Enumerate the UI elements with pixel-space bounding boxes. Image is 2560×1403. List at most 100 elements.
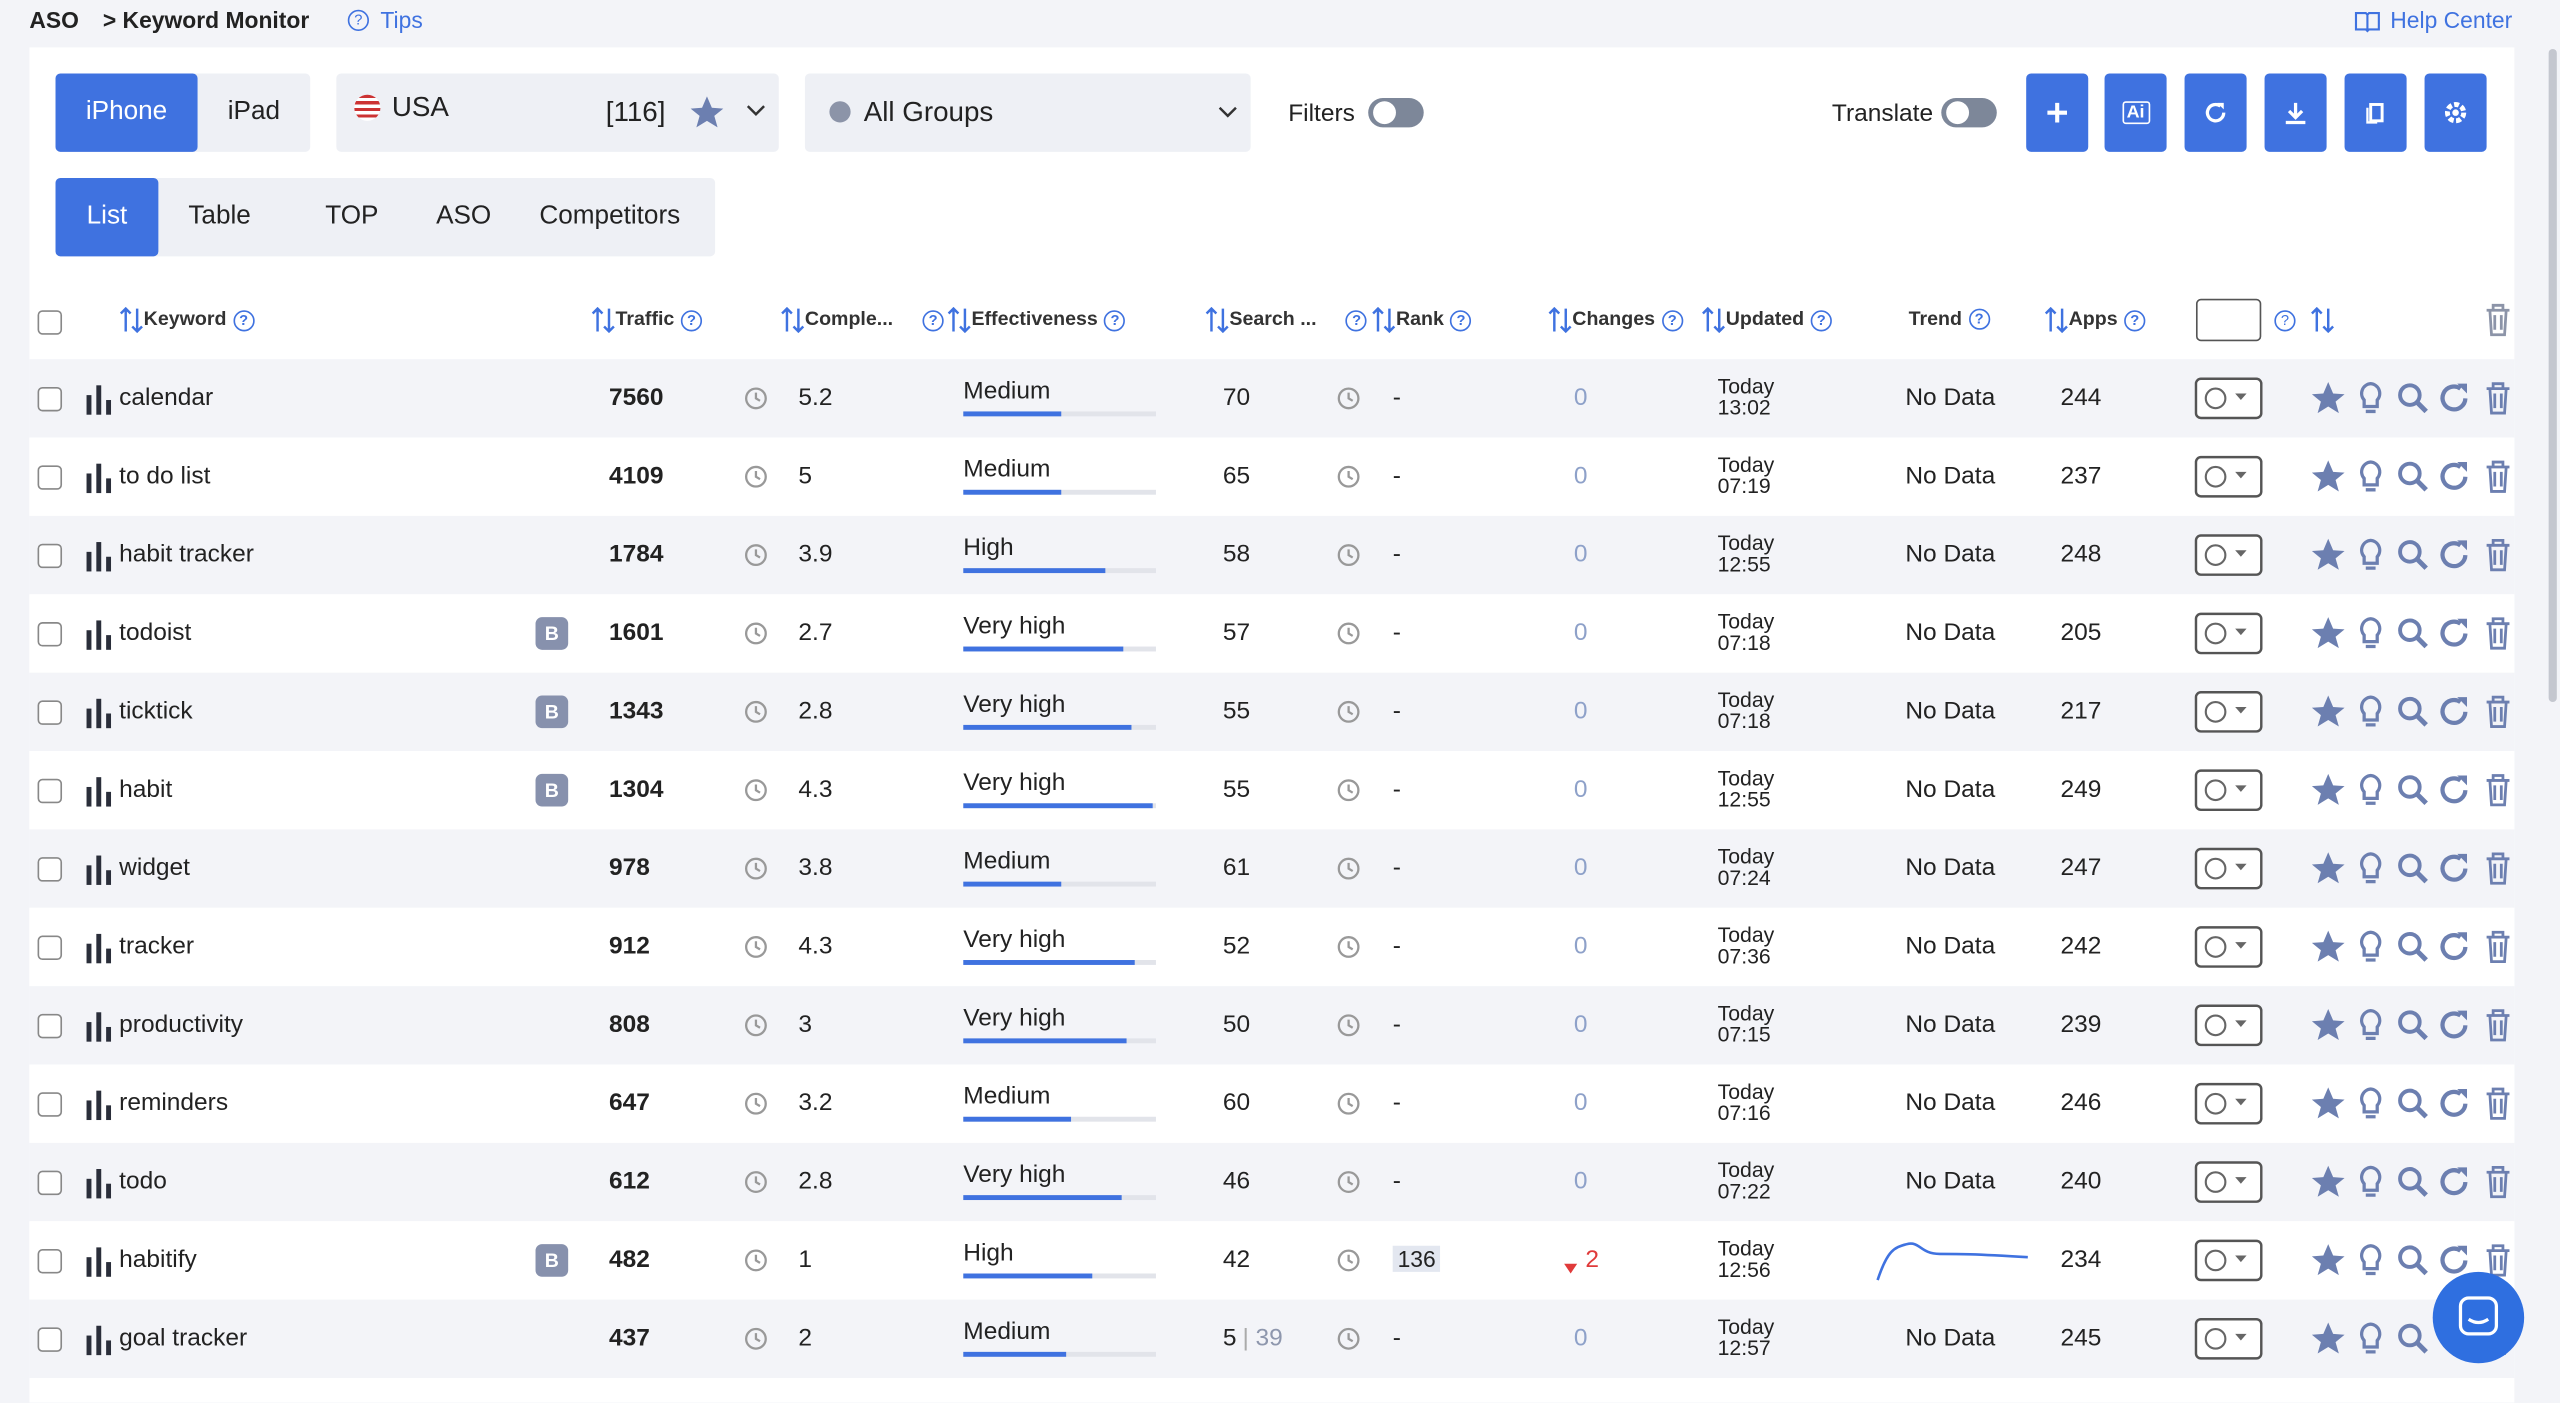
group-select[interactable] (2194, 1317, 2263, 1360)
chart-icon[interactable] (85, 851, 118, 887)
chart-icon[interactable] (85, 1086, 118, 1122)
chart-icon[interactable] (85, 459, 118, 495)
search-icon[interactable] (2395, 1164, 2431, 1200)
sort-icon[interactable] (591, 306, 615, 334)
favorite-icon[interactable] (2310, 1007, 2346, 1043)
select-all[interactable] (37, 310, 63, 335)
refresh-icon[interactable] (2436, 929, 2472, 965)
history-icon[interactable] (743, 699, 769, 725)
delete-all[interactable] (2483, 302, 2512, 338)
group-select[interactable] (2194, 691, 2263, 733)
history-icon[interactable] (1336, 1091, 1362, 1117)
column-header[interactable]: Search ...? (1205, 306, 1368, 334)
refresh-icon[interactable] (2436, 851, 2472, 887)
history-icon[interactable] (1336, 934, 1362, 960)
history-icon[interactable] (1336, 1169, 1362, 1195)
row-checkbox[interactable] (37, 1170, 63, 1196)
refresh-icon[interactable] (2436, 1086, 2472, 1122)
delete-icon[interactable] (2483, 1007, 2512, 1043)
idea-icon[interactable] (2354, 616, 2387, 652)
search-icon[interactable] (2395, 380, 2431, 416)
sort-icon[interactable] (2044, 306, 2068, 334)
search-icon[interactable] (2395, 929, 2431, 965)
history-icon[interactable] (743, 777, 769, 803)
delete-icon[interactable] (2483, 851, 2512, 887)
history-icon[interactable] (743, 464, 769, 490)
row-checkbox[interactable] (37, 543, 63, 569)
column-header[interactable]: Rank? (1371, 306, 1472, 334)
tab[interactable]: Competitors (539, 202, 681, 231)
group-select-header[interactable] (2195, 298, 2262, 342)
chat-button[interactable] (2432, 1271, 2525, 1364)
tab[interactable]: ASO (436, 202, 492, 231)
group-select[interactable] (2194, 612, 2263, 655)
history-icon[interactable] (1336, 1247, 1362, 1273)
idea-icon[interactable] (2354, 537, 2387, 573)
sort-icon[interactable] (1548, 306, 1572, 334)
favorite-star[interactable] (689, 95, 725, 131)
sort-icon[interactable] (780, 306, 805, 334)
column-header[interactable]: Keyword? (119, 306, 255, 334)
history-icon[interactable] (1336, 620, 1362, 646)
delete-icon[interactable] (2483, 1164, 2512, 1200)
idea-icon[interactable] (2354, 1007, 2387, 1043)
favorite-icon[interactable] (2310, 772, 2346, 808)
chart-icon[interactable] (85, 1007, 118, 1043)
idea-icon[interactable] (2354, 1086, 2387, 1122)
history-icon[interactable] (743, 542, 769, 568)
row-checkbox[interactable] (37, 857, 63, 882)
chart-icon[interactable] (85, 694, 118, 730)
row-checkbox[interactable] (37, 1249, 63, 1274)
row-checkbox[interactable] (37, 1013, 63, 1039)
history-icon[interactable] (743, 620, 769, 646)
history-icon[interactable] (743, 856, 769, 882)
refresh-icon[interactable] (2436, 1007, 2472, 1043)
sort-icon[interactable] (1371, 306, 1396, 334)
chart-icon[interactable] (85, 537, 118, 573)
history-icon[interactable] (743, 934, 769, 960)
group-select[interactable] (2194, 1161, 2263, 1203)
refresh-icon[interactable] (2436, 694, 2472, 730)
sort-icon[interactable] (2310, 306, 2334, 334)
idea-icon[interactable] (2354, 1242, 2387, 1278)
search-icon[interactable] (2395, 851, 2431, 887)
row-checkbox[interactable] (37, 1327, 63, 1352)
tab[interactable]: Table (188, 202, 251, 231)
device-ipad[interactable]: iPad (227, 97, 281, 126)
search-icon[interactable] (2395, 694, 2431, 730)
search-icon[interactable] (2395, 616, 2431, 652)
chart-icon[interactable] (85, 772, 118, 808)
search-icon[interactable] (2395, 1242, 2431, 1278)
sort-icon[interactable] (1205, 306, 1229, 334)
chart-icon[interactable] (85, 380, 118, 416)
search-icon[interactable] (2395, 1007, 2431, 1043)
sort-icon[interactable] (1701, 306, 1725, 334)
refresh-icon[interactable] (2436, 459, 2472, 495)
group-select[interactable] (2194, 1082, 2263, 1125)
delete-icon[interactable] (2483, 537, 2512, 573)
delete-icon[interactable] (2483, 694, 2512, 730)
idea-icon[interactable] (2354, 851, 2387, 887)
row-checkbox[interactable] (37, 386, 63, 412)
history-icon[interactable] (743, 1091, 769, 1117)
breadcrumb-root[interactable]: ASO (29, 6, 79, 33)
search-icon[interactable] (2395, 1321, 2431, 1357)
search-icon[interactable] (2395, 537, 2431, 573)
history-icon[interactable] (743, 385, 769, 411)
settings-button[interactable] (2424, 73, 2487, 152)
row-checkbox[interactable] (37, 465, 63, 490)
history-icon[interactable] (743, 1012, 769, 1038)
tab[interactable]: TOP (325, 202, 379, 231)
chart-icon[interactable] (85, 929, 118, 965)
ai-button[interactable]: Ai (2104, 73, 2167, 152)
column-header[interactable]: Changes? (1548, 306, 1683, 334)
delete-icon[interactable] (2483, 929, 2512, 965)
history-icon[interactable] (1336, 1012, 1362, 1038)
history-icon[interactable] (1336, 464, 1362, 490)
help-center[interactable]: Help Center (2390, 6, 2513, 33)
delete-icon[interactable] (2483, 616, 2512, 652)
group-select[interactable] (2194, 769, 2263, 812)
delete-icon[interactable] (2483, 380, 2512, 416)
column-header[interactable]: Trend? (1909, 307, 1990, 331)
refresh-icon[interactable] (2436, 380, 2472, 416)
